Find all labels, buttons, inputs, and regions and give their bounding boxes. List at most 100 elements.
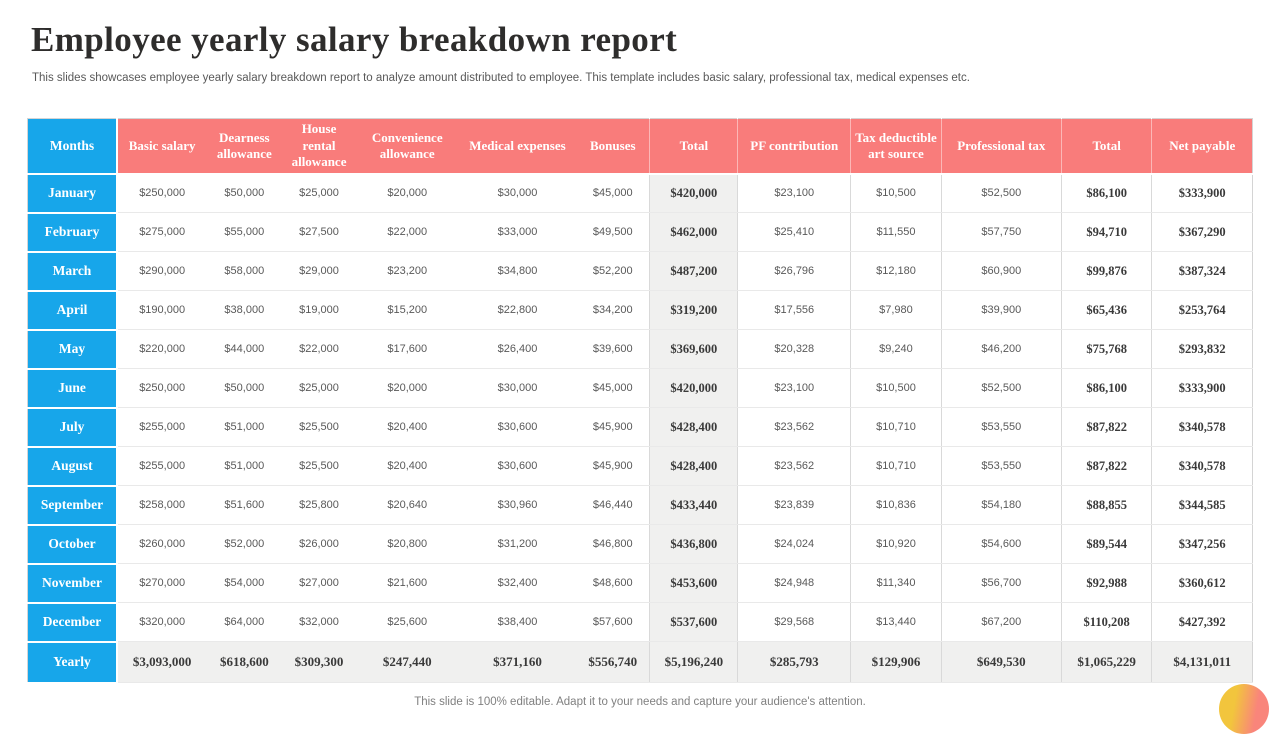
value-cell: $49,500	[576, 212, 650, 252]
value-cell: $57,600	[576, 602, 650, 642]
value-cell: $270,000	[116, 563, 207, 603]
column-header: Bonuses	[576, 118, 650, 175]
month-cell: November	[27, 563, 118, 604]
tax-total-cell: $89,544	[1060, 524, 1152, 564]
value-cell: $56,700	[940, 563, 1062, 603]
month-cell: June	[27, 368, 118, 409]
tax-total-cell: $99,876	[1060, 251, 1152, 291]
month-cell: July	[27, 407, 118, 448]
value-cell: $44,000	[206, 329, 283, 369]
value-cell: $64,000	[206, 602, 283, 642]
value-cell: $250,000	[116, 368, 207, 408]
value-cell: $55,000	[206, 212, 283, 252]
value-cell: $32,400	[458, 563, 577, 603]
value-cell: $275,000	[116, 212, 207, 252]
value-cell: $25,500	[282, 407, 356, 447]
months-column-header: Months	[27, 118, 118, 175]
value-cell: $11,550	[850, 212, 942, 252]
value-cell: $22,800	[458, 290, 577, 330]
value-cell: $46,800	[576, 524, 650, 564]
column-header: Tax deductible art source	[850, 118, 942, 175]
month-cell: January	[27, 173, 118, 214]
value-cell: $3,093,000	[116, 641, 207, 683]
net-payable-cell: $340,578	[1151, 446, 1253, 486]
net-payable-cell: $387,324	[1151, 251, 1253, 291]
tax-total-cell: $86,100	[1060, 173, 1152, 213]
net-payable-cell: $427,392	[1151, 602, 1253, 642]
value-cell: $39,900	[940, 290, 1062, 330]
value-cell: $250,000	[116, 173, 207, 213]
value-cell: $24,024	[737, 524, 851, 564]
value-cell: $52,500	[940, 368, 1062, 408]
value-cell: $290,000	[116, 251, 207, 291]
value-cell: $10,710	[850, 407, 942, 447]
tax-total-cell: $86,100	[1060, 368, 1152, 408]
total-cell: $436,800	[649, 524, 738, 564]
value-cell: $20,000	[355, 368, 459, 408]
value-cell: $46,200	[940, 329, 1062, 369]
total-cell: $537,600	[649, 602, 738, 642]
table-row: December $320,000 $64,000 $32,000 $25,600 $38…	[27, 602, 1253, 643]
page-title: Employee yearly salary breakdown report	[31, 20, 678, 59]
value-cell: $12,180	[850, 251, 942, 291]
value-cell: $17,600	[355, 329, 459, 369]
value-cell: $556,740	[576, 641, 650, 683]
value-cell: $52,000	[206, 524, 283, 564]
total-cell: $428,400	[649, 446, 738, 486]
value-cell: $20,328	[737, 329, 851, 369]
value-cell: $22,000	[282, 329, 356, 369]
value-cell: $53,550	[940, 446, 1062, 486]
value-cell: $52,200	[576, 251, 650, 291]
tax-total-cell: $92,988	[1060, 563, 1152, 603]
circle-decoration	[1219, 684, 1269, 734]
column-header: Total	[649, 118, 738, 175]
net-payable-cell: $344,585	[1151, 485, 1253, 525]
value-cell: $51,600	[206, 485, 283, 525]
tax-total-cell: $88,855	[1060, 485, 1152, 525]
value-cell: $50,000	[206, 173, 283, 213]
column-header: Professional tax	[940, 118, 1062, 175]
net-payable-cell: $293,832	[1151, 329, 1253, 369]
table-row: September $258,000 $51,600 $25,800 $20,640 $3…	[27, 485, 1253, 526]
value-cell: $51,000	[206, 407, 283, 447]
salary-table: Months Basic salary Dearness allowance Hous…	[27, 118, 1253, 684]
value-cell: $247,440	[355, 641, 459, 683]
value-cell: $54,000	[206, 563, 283, 603]
month-cell: October	[27, 524, 118, 565]
table-row: November $270,000 $54,000 $27,000 $21,600 $32…	[27, 563, 1253, 604]
value-cell: $27,000	[282, 563, 356, 603]
footer-note: This slide is 100% editable. Adapt it to…	[414, 696, 866, 708]
value-cell: $48,600	[576, 563, 650, 603]
value-cell: $54,600	[940, 524, 1062, 564]
value-cell: $309,300	[282, 641, 356, 683]
value-cell: $45,000	[576, 368, 650, 408]
value-cell: $38,400	[458, 602, 577, 642]
value-cell: $260,000	[116, 524, 207, 564]
net-payable-cell: $367,290	[1151, 212, 1253, 252]
value-cell: $255,000	[116, 407, 207, 447]
value-cell: $9,240	[850, 329, 942, 369]
value-cell: $23,100	[737, 173, 851, 213]
month-cell: December	[27, 602, 118, 643]
value-cell: $11,340	[850, 563, 942, 603]
value-cell: $15,200	[355, 290, 459, 330]
column-header: PF contribution	[737, 118, 851, 175]
total-cell: $462,000	[649, 212, 738, 252]
value-cell: $255,000	[116, 446, 207, 486]
header-row: Months Basic salary Dearness allowance Hous…	[27, 118, 1253, 175]
table-row: July $255,000 $51,000 $25,500 $20,400 $30,600…	[27, 407, 1253, 448]
total-cell: $428,400	[649, 407, 738, 447]
value-cell: $258,000	[116, 485, 207, 525]
value-cell: $32,000	[282, 602, 356, 642]
value-cell: $67,200	[940, 602, 1062, 642]
column-header: Basic salary	[116, 118, 207, 175]
value-cell: $23,562	[737, 446, 851, 486]
value-cell: $10,836	[850, 485, 942, 525]
month-cell: March	[27, 251, 118, 292]
value-cell: $20,000	[355, 173, 459, 213]
month-cell: September	[27, 485, 118, 526]
net-payable-cell: $4,131,011	[1151, 641, 1253, 683]
value-cell: $60,900	[940, 251, 1062, 291]
value-cell: $25,000	[282, 368, 356, 408]
value-cell: $618,600	[206, 641, 283, 683]
